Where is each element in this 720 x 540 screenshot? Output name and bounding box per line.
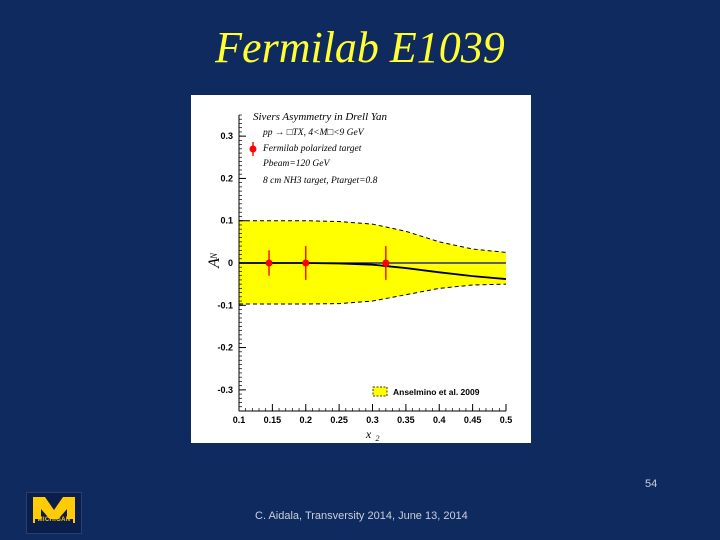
logo-text: MICHIGAN	[37, 517, 71, 523]
data-point	[302, 259, 310, 267]
y-axis-label: A	[206, 258, 223, 269]
y-axis-label-sub: N	[209, 252, 219, 260]
x-tick-label: 0.5	[500, 415, 513, 425]
uncertainty-band	[239, 220, 506, 305]
y-tick-label: -0.3	[217, 385, 233, 395]
y-tick-label: -0.1	[217, 300, 233, 310]
x-tick-label: 0.2	[299, 415, 312, 425]
chart-annotation: Pbeam=120 GeV	[262, 159, 330, 169]
x-tick-label: 0.45	[464, 415, 482, 425]
x-tick-label: 0.3	[366, 415, 379, 425]
x-tick-label: 0.1	[233, 415, 246, 425]
page-number: 54	[645, 478, 658, 490]
slide-footer: C. Aidala, Transversity 2014, June 13, 2…	[255, 510, 468, 522]
sivers-asymmetry-chart: 0.3 0.2 0.1 0 -0.1 -0.2 -0.3 0.1 0.15 0.2 0.25 0.3 0…	[206, 111, 513, 443]
data-point	[382, 259, 390, 267]
x-tick-label: 0.15	[264, 415, 282, 425]
y-tick-label: 0.2	[220, 173, 233, 183]
chart-annotation: pp → □TX, 4<M□<9 GeV	[262, 128, 365, 138]
university-logo: MICHIGAN	[26, 492, 82, 534]
x-tick-label: 0.35	[397, 415, 415, 425]
chart-annotation: Fermilab polarized target	[262, 144, 362, 154]
x-tick-label: 0.4	[433, 415, 446, 425]
chart-annotation: 8 cm NH3 target, Ptarget=0.8	[263, 176, 378, 186]
y-tick-label: 0.3	[220, 131, 233, 141]
chart-title: Sivers Asymmetry in Drell Yan	[253, 111, 388, 123]
band-lower-edge	[239, 283, 507, 305]
y-tick-label: 0.1	[220, 216, 233, 226]
legend-label: Anselmino et al. 2009	[393, 387, 480, 397]
x-tick-label: 0.25	[330, 415, 348, 425]
data-point	[265, 259, 273, 267]
x-axis-label-sub: 2	[376, 434, 380, 443]
slide-title: Fermilab E1039	[215, 23, 505, 72]
chart-panel: 0.3 0.2 0.1 0 -0.1 -0.2 -0.3 0.1 0.15 0.2 0.25 0.3 0…	[191, 95, 531, 443]
central-curve	[239, 262, 507, 280]
x-axis-label: x	[365, 427, 372, 441]
legend-swatch	[372, 386, 388, 397]
legend-point-marker	[249, 145, 257, 153]
band-upper-edge	[239, 220, 507, 253]
y-tick-label: 0	[228, 258, 233, 268]
y-tick-label: -0.2	[217, 343, 233, 353]
